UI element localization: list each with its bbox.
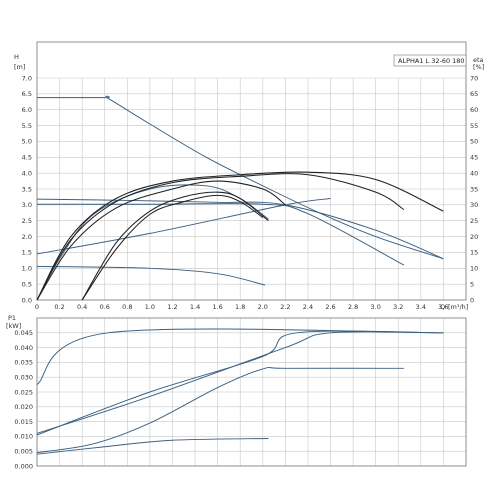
efficiency-y-tick-label: 55 [470, 122, 478, 130]
head-curve-1 [36, 95, 444, 260]
flow-x-tick-label: 1.0 [145, 303, 155, 311]
head-y-tick-label: 5.0 [22, 138, 32, 146]
head-y-tick-label: 1.5 [22, 249, 32, 257]
flow-axis-unit: [m³/h] [448, 303, 468, 311]
flow-x-tick-label: 1.4 [190, 303, 200, 311]
efficiency-curve-7 [36, 171, 444, 301]
flow-x-tick-label: 2.0 [258, 303, 268, 311]
efficiency-y-tick-label: 15 [470, 249, 478, 257]
flow-x-tick-label: 3.6 [438, 303, 448, 311]
flow-x-tick-label: 0 [35, 303, 39, 311]
power-y-tick-label: 0.010 [14, 433, 33, 441]
power-axis-label: P1 [8, 314, 16, 322]
power-y-tick-label: 0.040 [14, 344, 33, 352]
flow-x-tick-label: 2.6 [325, 303, 335, 311]
head-axis-unit: [m] [14, 63, 25, 71]
flow-x-tick-label: 0.6 [100, 303, 110, 311]
flow-x-tick-label: 0.2 [54, 303, 64, 311]
head-curve-2 [36, 198, 444, 260]
head-y-tick-label: 7.0 [22, 74, 32, 82]
flow-x-tick-label: 3.4 [416, 303, 426, 311]
efficiency-y-tick-label: 40 [470, 169, 478, 177]
efficiency-curve-8 [36, 173, 405, 301]
efficiency-y-tick-label: 10 [470, 265, 478, 273]
efficiency-y-tick-label: 35 [470, 185, 478, 193]
efficiency-y-tick-label: 5 [470, 280, 474, 288]
efficiency-y-tick-label: 20 [470, 233, 478, 241]
head-y-tick-label: 0.0 [22, 296, 32, 304]
head-curve-4 [36, 198, 331, 255]
head-curve-3 [37, 203, 405, 266]
head-y-tick-label: 6.5 [22, 90, 32, 98]
efficiency-y-tick-label: 0 [470, 296, 474, 304]
power-panel-grid [36, 318, 467, 467]
power-y-tick-label: 0.045 [14, 329, 33, 337]
efficiency-y-tick-label: 30 [470, 201, 478, 209]
head-curve-5 [36, 265, 266, 286]
head-y-tick-label: 2.5 [22, 217, 32, 225]
head-y-tick-label: 4.0 [22, 169, 32, 177]
flow-axis-label: Q [440, 303, 445, 311]
power-curve-3 [36, 331, 444, 434]
head-y-tick-label: 1.0 [22, 265, 32, 273]
efficiency-axis-unit: [%] [473, 63, 484, 71]
flow-x-tick-label: 3.0 [371, 303, 381, 311]
model-label: ALPHA1 L 32-60 180 [398, 57, 465, 65]
efficiency-y-tick-label: 65 [470, 90, 478, 98]
power-axis-unit: [kW] [6, 322, 21, 330]
power-curve-2 [36, 330, 444, 436]
efficiency-y-tick-label: 45 [470, 154, 478, 162]
head-y-tick-label: 3.5 [22, 185, 32, 193]
efficiency-curve-9 [36, 180, 286, 301]
head-panel-grid [36, 77, 467, 301]
power-y-tick-label: 0.005 [14, 448, 33, 456]
head-y-tick-label: 4.5 [22, 154, 32, 162]
head-y-tick-label: 5.5 [22, 122, 32, 130]
efficiency-curve-10 [81, 191, 269, 301]
flow-x-tick-label: 1.2 [167, 303, 177, 311]
flow-x-tick-label: 1.6 [212, 303, 222, 311]
head-axis-label: H [14, 53, 19, 61]
efficiency-y-tick-label: 70 [470, 74, 478, 82]
power-curve-4 [36, 366, 404, 454]
efficiency-y-tick-label: 25 [470, 217, 478, 225]
power-curve-5 [36, 437, 269, 455]
efficiency-y-tick-label: 60 [470, 106, 478, 114]
model-label-box [393, 54, 467, 67]
power-panel-frame [36, 317, 467, 467]
power-y-tick-label: 0.025 [14, 388, 33, 396]
head-y-tick-label: 2.0 [22, 233, 32, 241]
flow-x-tick-label: 1.8 [235, 303, 245, 311]
efficiency-y-tick-label: 50 [470, 138, 478, 146]
flow-x-tick-label: 2.2 [280, 303, 290, 311]
power-y-tick-label: 0.020 [14, 403, 33, 411]
head-y-tick-label: 3.0 [22, 201, 32, 209]
head-panel-frame [36, 41, 467, 301]
flow-x-tick-label: 0.8 [122, 303, 132, 311]
efficiency-curve-11 [81, 194, 264, 301]
efficiency-axis-label: eta [473, 56, 484, 64]
power-y-tick-label: 0.015 [14, 418, 33, 426]
flow-x-tick-label: 2.8 [348, 303, 358, 311]
flow-x-tick-label: 2.4 [303, 303, 313, 311]
head-y-tick-label: 6.0 [22, 106, 32, 114]
head-y-tick-label: 0.5 [22, 280, 32, 288]
flow-x-tick-label: 0.4 [77, 303, 87, 311]
power-y-tick-label: 0.030 [14, 374, 33, 382]
power-y-tick-label: 0.035 [14, 359, 33, 367]
flow-x-tick-label: 3.2 [393, 303, 403, 311]
power-y-tick-label: 0.000 [14, 462, 33, 470]
